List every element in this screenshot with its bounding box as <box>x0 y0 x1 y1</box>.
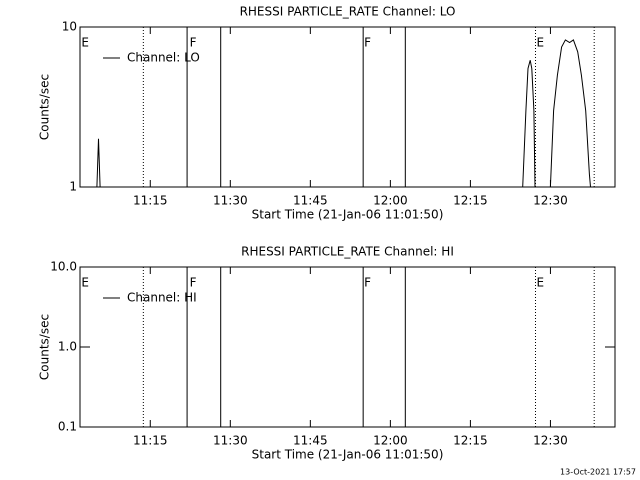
legend-label: Channel: LO <box>127 51 200 65</box>
y-tick-label: 10 <box>62 20 77 34</box>
x-tick-label: 11:45 <box>293 434 328 448</box>
y-tick-label: 0.1 <box>58 420 77 434</box>
x-axis-title: Start Time (21-Jan-06 11:01:50) <box>252 208 444 222</box>
y-axis-title: Counts/sec <box>38 74 52 140</box>
x-tick-label: 12:00 <box>373 194 408 208</box>
marker-label: F <box>364 36 371 50</box>
x-tick-label: 12:15 <box>453 434 488 448</box>
chart-title: RHESSI PARTICLE_RATE Channel: LO <box>240 5 456 19</box>
marker-label: E <box>536 276 544 290</box>
panel: RHESSI PARTICLE_RATE Channel: LO Start Ti… <box>38 5 616 222</box>
x-tick-label: 12:30 <box>533 194 568 208</box>
y-tick-label: 1.0 <box>58 340 77 354</box>
x-tick-label: 11:45 <box>293 194 328 208</box>
y-tick-label: 10.0 <box>50 260 77 274</box>
panel: RHESSI PARTICLE_RATE Channel: HI Start Ti… <box>38 245 616 462</box>
x-tick-label: 12:15 <box>453 194 488 208</box>
y-axis-title: Counts/sec <box>38 314 52 380</box>
marker-label: E <box>536 36 544 50</box>
x-tick-label: 11:15 <box>133 434 168 448</box>
x-tick-label: 11:30 <box>213 434 248 448</box>
y-tick-label: 1 <box>69 180 77 194</box>
marker-label: F <box>190 36 197 50</box>
marker-label: F <box>364 276 371 290</box>
marker-label: E <box>81 276 89 290</box>
x-tick-label: 11:15 <box>133 194 168 208</box>
marker-label: F <box>190 276 197 290</box>
x-tick-label: 12:00 <box>373 434 408 448</box>
x-tick-label: 11:30 <box>213 194 248 208</box>
data-line <box>96 39 591 187</box>
x-axis-title: Start Time (21-Jan-06 11:01:50) <box>252 448 444 462</box>
legend-label: Channel: HI <box>127 291 197 305</box>
plot-frame <box>79 26 616 188</box>
marker-label: E <box>81 36 89 50</box>
chart-title: RHESSI PARTICLE_RATE Channel: HI <box>241 245 454 259</box>
footer: 13-Oct-2021 17:57 <box>560 468 636 477</box>
x-tick-label: 12:30 <box>533 434 568 448</box>
